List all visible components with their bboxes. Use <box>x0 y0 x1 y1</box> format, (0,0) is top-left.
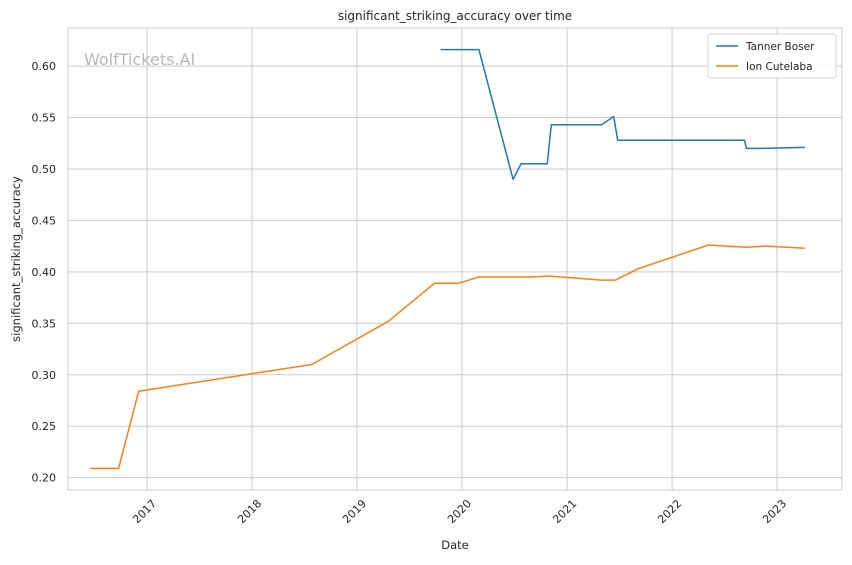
y-tick-label: 0.20 <box>32 472 57 485</box>
y-tick-label: 0.25 <box>32 420 57 433</box>
y-axis-ticks: 0.20 0.25 0.30 0.35 0.40 0.45 0.50 0.55 0.60 <box>32 60 57 485</box>
legend-label: Ion Cutelaba <box>746 61 813 73</box>
chart-title: significant_striking_accuracy over time <box>338 9 572 23</box>
y-axis-label: significant_striking_accuracy <box>9 176 23 342</box>
series-group <box>90 48 805 470</box>
series-line <box>90 244 805 470</box>
legend-label: Tanner Boser <box>745 41 815 53</box>
series-line <box>440 48 805 181</box>
legend-box <box>707 33 837 79</box>
y-tick-label: 0.45 <box>32 214 57 227</box>
y-tick-label: 0.40 <box>32 266 57 279</box>
plot-frame <box>67 27 843 491</box>
x-axis-label: Date <box>441 538 469 552</box>
grid <box>68 28 842 490</box>
y-tick-label: 0.50 <box>32 163 57 176</box>
y-tick-label: 0.60 <box>32 60 57 73</box>
y-tick-label: 0.35 <box>32 317 57 330</box>
watermark-text: WolfTickets.AI <box>84 50 195 69</box>
legend: Tanner Boser Ion Cutelaba <box>707 33 837 79</box>
y-tick-label: 0.55 <box>32 112 57 125</box>
y-tick-label: 0.30 <box>32 369 57 382</box>
